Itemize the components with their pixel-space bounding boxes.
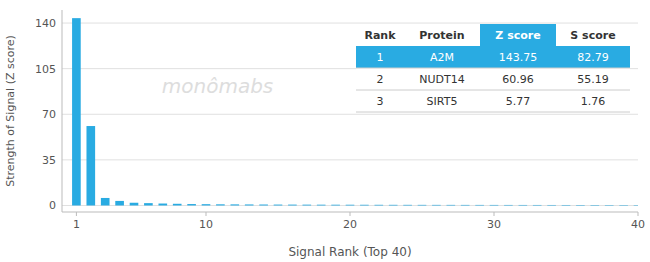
table-cell: NUDT14 [419, 73, 464, 86]
bar [432, 204, 441, 206]
x-tick-label: 20 [343, 218, 357, 231]
bar [475, 204, 484, 206]
bar [331, 204, 340, 206]
table-separator [356, 90, 630, 91]
grid-line [62, 114, 638, 115]
y-tick-label: 35 [42, 154, 56, 167]
table-cell: 1.76 [581, 95, 606, 108]
table-header: S score [570, 29, 615, 42]
table-cell: 60.96 [502, 73, 534, 86]
bar [562, 204, 571, 205]
table-background [356, 24, 630, 112]
table-header: Protein [419, 29, 464, 42]
y-axis-label: Strength of Signal (Z score) [4, 35, 17, 187]
bar [216, 204, 225, 205]
y-tick-label: 105 [35, 63, 56, 76]
bar [490, 204, 499, 206]
x-tick-label: 10 [199, 218, 213, 231]
bar [518, 204, 527, 206]
table-cell: 5.77 [506, 95, 531, 108]
x-tick [350, 212, 351, 216]
bar [187, 204, 196, 205]
watermark: monômabs [162, 74, 273, 98]
grid [62, 23, 638, 205]
bar [86, 126, 95, 205]
bar [590, 205, 599, 206]
table-header-highlight [480, 24, 556, 46]
table-cell: 82.79 [577, 51, 609, 64]
y-tick-label: 0 [49, 199, 56, 212]
bar [619, 205, 628, 206]
table-separator [356, 68, 630, 69]
table-header: Z score [495, 29, 540, 42]
x-tick-label: 40 [631, 218, 645, 231]
table: Rank Protein Z score S score 1 A2M 143.75 82.79… [356, 24, 630, 112]
bar [288, 204, 297, 206]
x-tick [638, 212, 639, 216]
bar [173, 204, 182, 206]
table-header: Rank [364, 29, 396, 42]
table-separator [356, 112, 630, 113]
bar [72, 18, 81, 205]
bar [101, 198, 110, 206]
bar [360, 204, 369, 206]
x-tick-label: 30 [487, 218, 501, 231]
bar [346, 204, 355, 206]
bar [144, 203, 153, 205]
bar [259, 204, 268, 206]
bar [245, 204, 254, 205]
bar [576, 205, 585, 206]
bar [115, 201, 124, 206]
bar [274, 204, 283, 206]
bar [158, 204, 167, 206]
x-tick [76, 212, 77, 216]
table-cell: SIRT5 [427, 95, 458, 108]
bar [634, 205, 638, 206]
table-cell: 2 [377, 73, 384, 86]
grid-line [62, 23, 638, 24]
bar [461, 204, 470, 206]
y-axis [62, 10, 63, 212]
bar [533, 204, 542, 206]
chart: 0 35 70 105 140 1 10 20 30 40 monômabs Signal Rank … [0, 0, 650, 262]
bars [72, 18, 638, 205]
bar [504, 204, 513, 206]
y-tick-label: 140 [35, 17, 56, 30]
bar [403, 204, 412, 206]
background [0, 0, 650, 262]
bar [374, 204, 383, 206]
grid-line [62, 159, 638, 160]
bar [302, 204, 311, 206]
bar [418, 204, 427, 206]
table-cell: A2M [430, 51, 454, 64]
y-tick-label: 70 [42, 108, 56, 121]
x-axis [62, 212, 638, 213]
x-tick [206, 212, 207, 216]
x-tick-label: 1 [73, 218, 80, 231]
bar [547, 204, 556, 206]
bar [202, 204, 211, 205]
bar [230, 204, 239, 205]
table-cell: 55.19 [577, 73, 609, 86]
table-cell: 3 [377, 95, 384, 108]
bar [446, 204, 455, 206]
bar [605, 205, 614, 206]
table-cell: 1 [377, 51, 384, 64]
table-cell: 143.75 [499, 51, 538, 64]
x-tick [494, 212, 495, 216]
bar [317, 204, 326, 206]
x-axis-label: Signal Rank (Top 40) [288, 245, 411, 259]
table-row-highlight [356, 46, 630, 68]
bar [130, 203, 139, 206]
bar [389, 204, 398, 206]
